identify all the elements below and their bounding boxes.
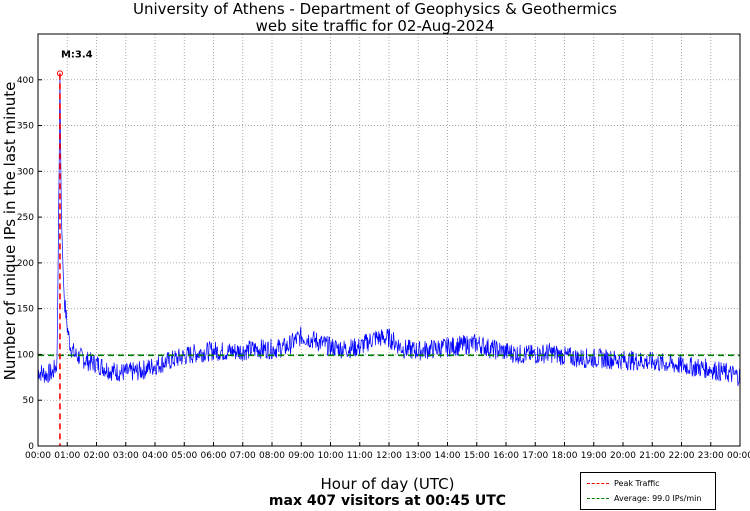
- traffic-series-line: [37, 73, 741, 387]
- series-group: [37, 73, 741, 387]
- x-tick-label: 21:00: [639, 451, 665, 461]
- x-tick-label: 12:00: [376, 451, 402, 461]
- x-tick-label: 00:00: [727, 451, 750, 461]
- x-tick-label: 00:00: [25, 451, 51, 461]
- y-axis-ticks: 0 50 100 150 200 250 300 350 400: [17, 76, 42, 452]
- x-tick-label: 18:00: [552, 451, 578, 461]
- y-tick-label: 50: [23, 396, 35, 406]
- legend-label-average: Average: 99.0 IPs/min: [614, 493, 702, 503]
- x-tick-label: 13:00: [405, 451, 431, 461]
- x-tick-label: 09:00: [288, 451, 314, 461]
- y-tick-label: 150: [17, 305, 34, 315]
- x-axis-sublabel: max 407 visitors at 00:45 UTC: [268, 493, 507, 509]
- y-axis-label: Number of unique IPs in the last minute: [1, 81, 19, 381]
- x-tick-label: 08:00: [259, 451, 285, 461]
- x-axis-label: Hour of day (UTC): [320, 475, 455, 493]
- x-tick-label: 20:00: [610, 451, 636, 461]
- x-tick-label: 05:00: [171, 451, 197, 461]
- y-tick-label: 0: [28, 442, 34, 452]
- axes: [37, 33, 741, 447]
- legend-item-peak: Peak Traffic: [587, 477, 660, 489]
- x-tick-label: 11:00: [347, 451, 373, 461]
- x-tick-label: 10:00: [318, 451, 344, 461]
- reference-lines: [38, 70, 740, 446]
- x-tick-label: 06:00: [201, 451, 227, 461]
- y-tick-label: 200: [17, 259, 34, 269]
- legend-item-average: Average: 99.0 IPs/min: [587, 492, 701, 504]
- y-tick-label: 300: [17, 167, 34, 177]
- y-tick-label: 400: [17, 76, 34, 86]
- x-tick-label: 17:00: [522, 451, 548, 461]
- plot-frame: [37, 33, 741, 447]
- x-tick-label: 15:00: [464, 451, 490, 461]
- x-axis-ticks: 00:00 01:00 02:00 03:00 04:00 05:00 06:00 07:00…: [25, 442, 750, 461]
- y-tick-label: 350: [17, 122, 34, 132]
- x-tick-label: 07:00: [230, 451, 256, 461]
- x-tick-label: 14:00: [435, 451, 461, 461]
- x-tick-label: 23:00: [698, 451, 724, 461]
- y-tick-label: 100: [17, 350, 34, 360]
- legend-swatch-peak: [587, 482, 609, 484]
- peak-marker: [56, 70, 63, 77]
- chart-title-line2: web site traffic for 02-Aug-2024: [255, 17, 495, 35]
- x-tick-label: 22:00: [669, 451, 695, 461]
- peak-annotation: M:3.4: [61, 49, 93, 60]
- x-tick-label: 03:00: [113, 451, 139, 461]
- legend-swatch-average: [587, 497, 609, 499]
- x-tick-label: 02:00: [84, 451, 110, 461]
- x-tick-label: 04:00: [142, 451, 168, 461]
- chart-title-line1: University of Athens - Department of Geo…: [133, 0, 617, 18]
- x-tick-label: 16:00: [493, 451, 519, 461]
- grid: [38, 34, 740, 446]
- x-tick-label: 01:00: [54, 451, 80, 461]
- legend-label-peak: Peak Traffic: [614, 478, 660, 488]
- y-tick-label: 250: [17, 213, 34, 223]
- x-tick-label: 19:00: [581, 451, 607, 461]
- legend: Peak Traffic Average: 99.0 IPs/min: [580, 472, 716, 510]
